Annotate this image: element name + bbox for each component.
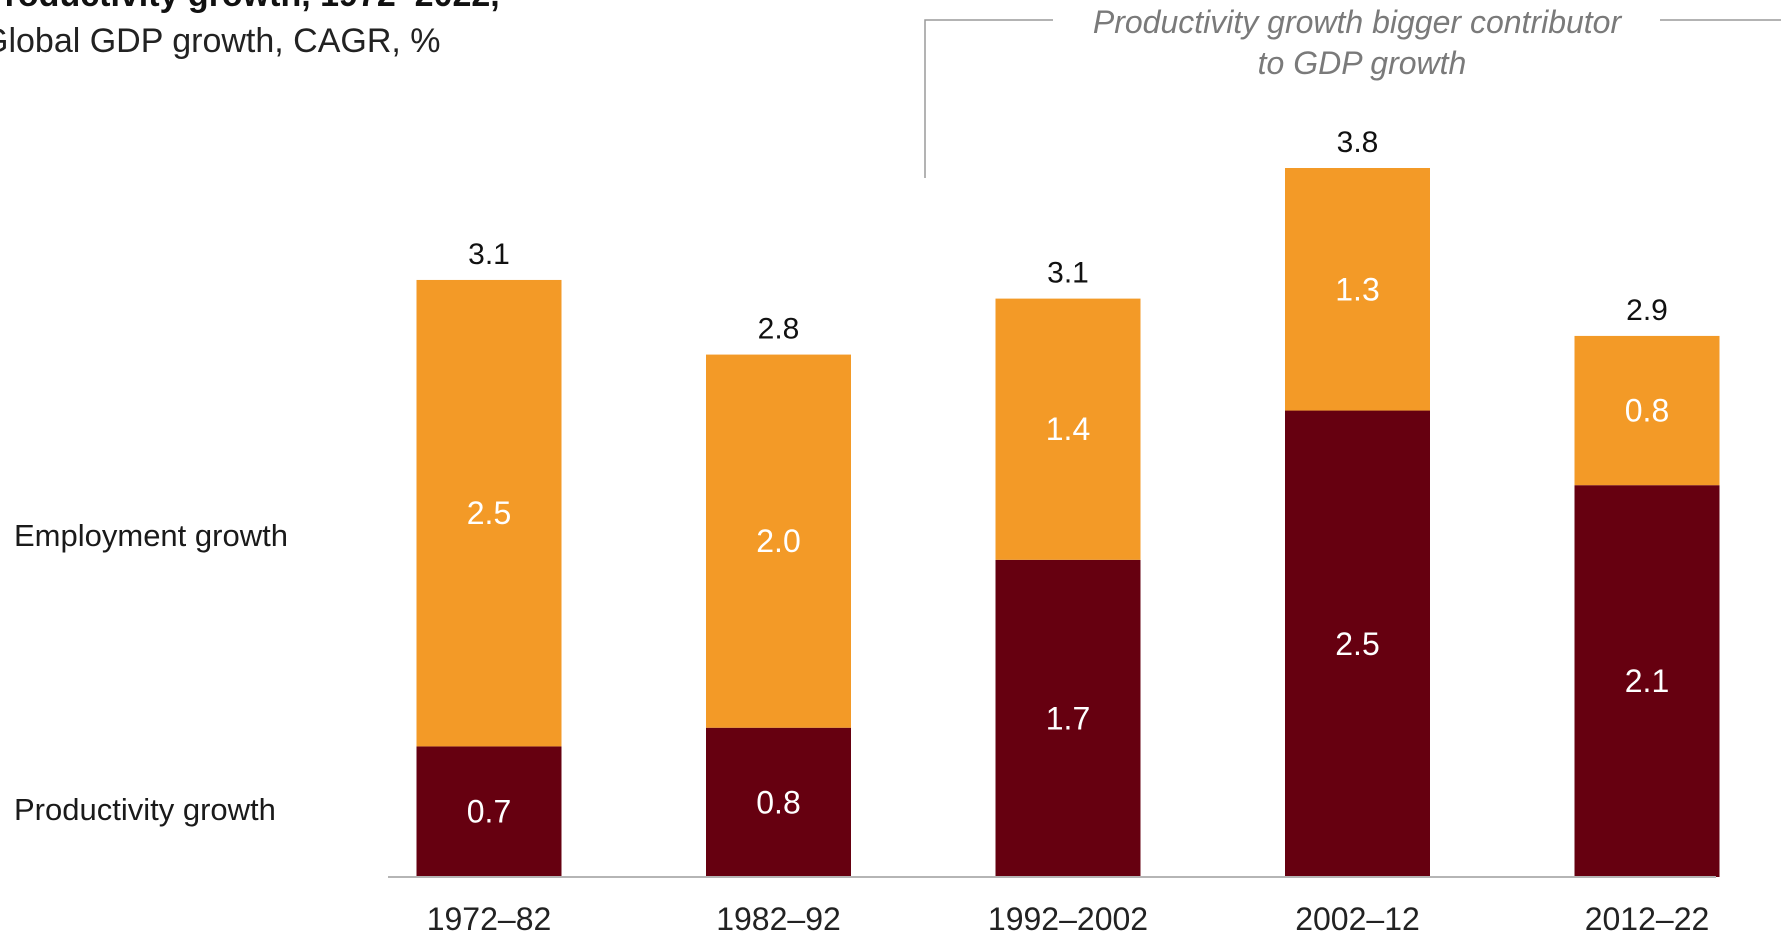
bar-segment-employment-2 <box>995 298 1141 560</box>
annotation: Productivity growth bigger contributor t… <box>924 4 1781 178</box>
annotation-line-2: to GDP growth <box>1258 45 1467 81</box>
x-tick-label-0: 1972–82 <box>427 901 552 936</box>
segment-label-employment-3: 1.3 <box>1335 271 1379 307</box>
segment-label-productivity-1: 0.8 <box>756 784 800 820</box>
total-label-4: 2.9 <box>1626 294 1668 327</box>
bar-segment-employment-0 <box>416 279 562 747</box>
bars-group <box>416 168 1720 877</box>
x-tick-labels: 1972–82 1982–92 1992–2002 2002–12 2012–22 <box>427 901 1710 936</box>
bar-segment-productivity-2 <box>995 559 1141 877</box>
bar-segment-productivity-4 <box>1574 485 1720 877</box>
chart-subtitle: Global GDP growth, CAGR, % <box>0 22 441 60</box>
x-tick-label-1: 1982–92 <box>716 901 841 936</box>
segment-label-productivity-3: 2.5 <box>1335 626 1379 662</box>
bar-segment-employment-1 <box>706 354 851 728</box>
segment-label-productivity-0: 0.7 <box>467 794 511 830</box>
total-label-3: 3.8 <box>1337 126 1379 159</box>
bar-segment-employment-3 <box>1285 168 1430 411</box>
x-tick-label-4: 2012–22 <box>1585 901 1710 936</box>
bar-segment-productivity-0 <box>416 746 562 877</box>
annotation-bracket <box>924 19 1053 178</box>
segment-label-productivity-4: 2.1 <box>1625 663 1669 699</box>
segment-label-employment-1: 2.0 <box>756 523 800 559</box>
legend-employment-growth: Employment growth <box>14 518 288 553</box>
bar-segment-productivity-1 <box>706 727 851 877</box>
legend-productivity-growth: Productivity growth <box>14 792 276 827</box>
segment-label-employment-0: 2.5 <box>467 495 511 531</box>
segment-label-productivity-2: 1.7 <box>1046 700 1090 736</box>
labels-group: 0.7 2.5 3.1 0.8 2.0 2.8 1.7 1.4 3.1 2.5 1.3 3.8 2.1 0… <box>467 126 1669 830</box>
segment-label-employment-4: 0.8 <box>1625 393 1669 429</box>
total-label-1: 2.8 <box>758 313 800 346</box>
x-tick-label-2: 1992–2002 <box>988 901 1148 936</box>
chart-title: Productivity growth, 1972–2022, <box>0 0 500 14</box>
legend: Employment growth Productivity growth <box>14 518 288 827</box>
bar-segment-employment-4 <box>1574 335 1720 486</box>
bar-segment-productivity-3 <box>1285 410 1430 877</box>
annotation-line-1: Productivity growth bigger contributor <box>1093 4 1623 40</box>
total-label-0: 3.1 <box>468 238 510 271</box>
x-tick-label-3: 2002–12 <box>1295 901 1420 936</box>
total-label-2: 3.1 <box>1047 257 1089 290</box>
segment-label-employment-2: 1.4 <box>1046 411 1090 447</box>
